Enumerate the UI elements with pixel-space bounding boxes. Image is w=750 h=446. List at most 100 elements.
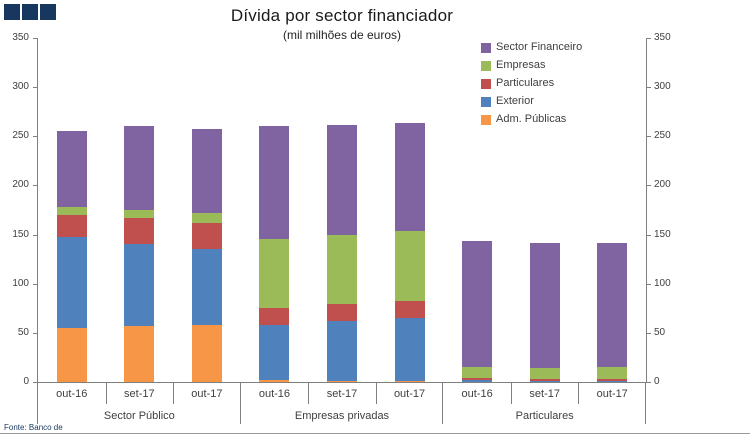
y-tick-left — [33, 284, 37, 285]
bar-segment-empresas — [529, 368, 560, 380]
bar-segment-sector-financeiro — [56, 131, 87, 208]
bar-segment-adm-p-blicas — [327, 381, 357, 382]
bar-segment-sector-financeiro — [597, 243, 628, 368]
bar-segment-empresas — [327, 234, 357, 305]
bar-segment-exterior — [462, 380, 493, 382]
group-separator — [240, 382, 241, 424]
legend-item: Particulares — [481, 78, 582, 89]
bar-segment-empresas — [56, 207, 87, 215]
y-axis-label-right: 250 — [654, 130, 671, 141]
legend: Sector Financeiro Empresas Particulares Ext… — [481, 42, 582, 125]
x-category-label: out-17 — [191, 388, 223, 400]
bar-segment-particulares — [56, 214, 87, 237]
group-separator — [645, 382, 646, 424]
legend-label: Particulares — [496, 77, 555, 89]
y-axis-label-right: 50 — [654, 327, 666, 338]
bar-segment-sector-financeiro — [462, 241, 493, 368]
bar-segment-sector-financeiro — [327, 125, 357, 235]
y-tick-right — [647, 136, 651, 137]
bar-segment-exterior — [597, 381, 628, 382]
bar-segment-sector-financeiro — [124, 126, 155, 210]
y-tick-right — [647, 333, 651, 334]
footer-divider — [0, 433, 750, 434]
legend-item: Empresas — [481, 60, 582, 71]
bar-segment-empresas — [191, 212, 222, 223]
bar-segment-particulares — [191, 222, 222, 250]
y-axis-label-left: 150 — [12, 229, 29, 240]
y-tick-right — [647, 235, 651, 236]
three-squares-logo — [4, 4, 56, 20]
x-category-label: out-17 — [596, 388, 628, 400]
y-tick-left — [33, 185, 37, 186]
y-tick-left — [33, 382, 37, 383]
bar-segment-particulares — [529, 379, 560, 381]
category-separator — [376, 382, 377, 404]
y-tick-right — [647, 87, 651, 88]
logo-square — [22, 4, 38, 20]
legend-swatch-icon — [481, 96, 491, 107]
logo-square — [4, 4, 20, 20]
x-category-label: out-16 — [461, 388, 493, 400]
bar-segment-particulares — [259, 308, 290, 325]
bar-segment-sector-financeiro — [191, 129, 222, 213]
bar-segment-exterior — [529, 381, 560, 382]
category-separator — [511, 382, 512, 404]
x-axis — [37, 382, 647, 383]
bar-segment-exterior — [124, 244, 155, 326]
x-group-label: Particulares — [515, 410, 574, 422]
bar-segment-particulares — [327, 304, 357, 322]
source-note: Fonte: Banco de — [4, 423, 63, 432]
x-category-label: out-16 — [258, 388, 291, 400]
bar-segment-exterior — [56, 236, 87, 328]
x-category-label: set-17 — [326, 388, 358, 400]
bar-segment-adm-p-blicas — [191, 324, 222, 382]
legend-swatch-icon — [481, 42, 491, 53]
bar-segment-particulares — [124, 217, 155, 245]
group-separator — [37, 382, 38, 424]
chart-title: Dívida por sector financiador — [230, 6, 454, 25]
legend-item: Adm. Públicas — [481, 114, 582, 125]
y-tick-right — [647, 38, 651, 39]
category-separator — [578, 382, 579, 404]
legend-item: Exterior — [481, 96, 582, 107]
bar-segment-sector-financeiro — [259, 126, 290, 240]
bar-segment-adm-p-blicas — [394, 381, 425, 382]
y-axis-label-left: 200 — [12, 179, 29, 190]
y-axis-label-left: 350 — [12, 32, 29, 43]
x-group-label: Empresas privadas — [294, 410, 390, 422]
chart-subtitle: (mil milhões de euros) — [282, 28, 402, 42]
y-axis-right — [646, 38, 647, 382]
bar-segment-adm-p-blicas — [259, 380, 290, 382]
bar-segment-empresas — [259, 239, 290, 309]
bar-segment-exterior — [394, 318, 425, 381]
y-axis-label-right: 300 — [654, 81, 671, 92]
x-category-label: set-17 — [124, 388, 155, 400]
legend-label: Sector Financeiro — [496, 41, 583, 53]
bar-segment-empresas — [124, 210, 155, 218]
y-axis-left — [37, 38, 38, 382]
y-axis-label-left: 100 — [12, 278, 29, 289]
y-tick-left — [33, 38, 37, 39]
y-axis-label-right: 200 — [654, 179, 671, 190]
bar-segment-exterior — [191, 249, 222, 325]
y-axis-label-right: 100 — [654, 278, 671, 289]
logo-square — [40, 4, 56, 20]
bar-segment-exterior — [259, 324, 290, 381]
bar-segment-sector-financeiro — [529, 243, 560, 369]
legend-label: Exterior — [496, 95, 534, 107]
y-tick-right — [647, 284, 651, 285]
x-category-label: out-17 — [393, 388, 426, 400]
category-separator — [173, 382, 174, 404]
bar-segment-adm-p-blicas — [56, 327, 87, 382]
x-group-label: Sector Público — [103, 410, 175, 422]
bar-segment-particulares — [462, 378, 493, 381]
y-tick-right — [647, 382, 651, 383]
category-separator — [106, 382, 107, 404]
bar-segment-exterior — [327, 321, 357, 382]
legend-item: Sector Financeiro — [481, 42, 582, 53]
y-axis-label-right: 350 — [654, 32, 671, 43]
legend-swatch-icon — [481, 114, 491, 125]
y-axis-label-right: 0 — [654, 376, 660, 387]
